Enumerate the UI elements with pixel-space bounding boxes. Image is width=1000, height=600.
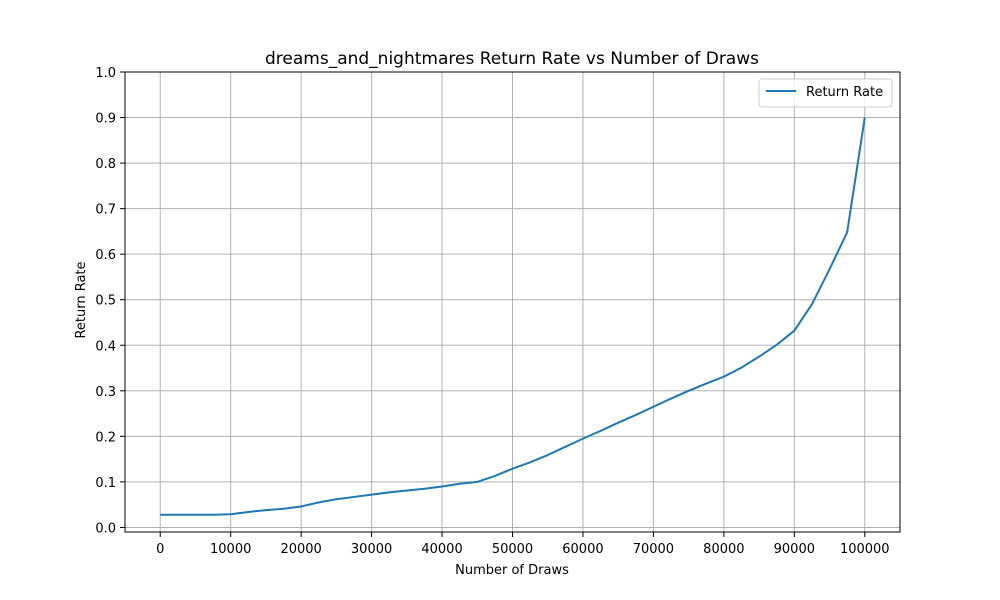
legend: Return Rate <box>758 78 893 108</box>
x-tick-label: 80000 <box>703 542 744 557</box>
grid <box>125 71 900 532</box>
x-tick-label: 0 <box>156 542 164 557</box>
y-tick-label: 0.2 <box>95 430 116 445</box>
y-tick-label: 0.1 <box>95 476 116 491</box>
y-tick-label: 0.6 <box>95 248 116 263</box>
x-tick-label: 60000 <box>562 542 603 557</box>
x-tick-label: 20000 <box>280 542 321 557</box>
y-tick-label: 0.3 <box>95 385 116 400</box>
legend-label: Return Rate <box>806 85 883 100</box>
x-tick-label: 10000 <box>210 542 251 557</box>
series-layer <box>160 117 866 516</box>
x-tick-label: 100000 <box>840 542 890 557</box>
x-tick-label: 40000 <box>421 542 462 557</box>
y-tick-label: 0.7 <box>95 203 116 218</box>
y-tick-label: 0.5 <box>95 294 116 309</box>
y-tick-label: 0.8 <box>95 157 116 172</box>
x-tick-label: 50000 <box>492 542 533 557</box>
plot-frame <box>124 71 901 533</box>
x-tick-label: 70000 <box>633 542 674 557</box>
y-axis-label: Return Rate <box>74 261 89 338</box>
y-tick-label: 1.0 <box>95 66 116 81</box>
axes: 0 10000 20000 30000 40000 50000 60000 70000 8000… <box>95 66 901 557</box>
y-tick-label: 0.9 <box>95 112 116 127</box>
x-axis-label: Number of Draws <box>455 563 569 578</box>
chart-title: dreams_and_nightmares Return Rate vs Num… <box>265 49 759 69</box>
x-tick-label: 30000 <box>351 542 392 557</box>
legend-box <box>758 78 893 108</box>
x-tick-label: 90000 <box>774 542 815 557</box>
series-line-return-rate <box>160 117 866 516</box>
y-tick-label: 0.4 <box>95 339 116 354</box>
y-tick-label: 0.0 <box>95 521 116 536</box>
